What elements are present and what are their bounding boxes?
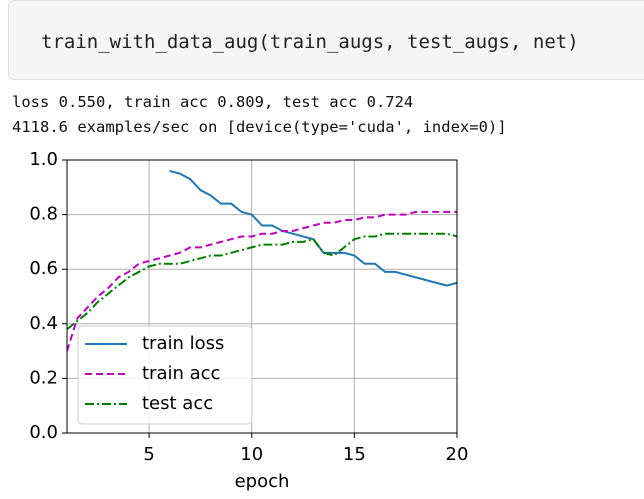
legend-label: test acc bbox=[142, 393, 213, 414]
x-axis-label: epoch bbox=[235, 471, 290, 492]
y-tick-label: 0.8 bbox=[29, 204, 58, 225]
output-line: 4118.6 examples/sec on [device(type='cud… bbox=[12, 118, 507, 136]
line-series bbox=[169, 169, 457, 287]
legend-label: train acc bbox=[142, 363, 220, 384]
y-tick-label: 0.4 bbox=[29, 313, 58, 334]
x-tick-label: 20 bbox=[446, 444, 469, 465]
y-tick-label: 0.2 bbox=[29, 367, 58, 388]
line-series bbox=[67, 232, 457, 331]
y-tick-label: 1.0 bbox=[29, 149, 58, 170]
legend-label: train loss bbox=[142, 333, 224, 354]
y-tick-label: 0.0 bbox=[29, 422, 58, 443]
code-cell[interactable]: train_with_data_aug(train_augs, test_aug… bbox=[8, 0, 644, 80]
x-tick-label: 15 bbox=[343, 444, 366, 465]
y-tick-label: 0.6 bbox=[29, 258, 58, 279]
x-tick-label: 5 bbox=[143, 444, 154, 465]
output-line: loss 0.550, train acc 0.809, test acc 0.… bbox=[12, 93, 414, 111]
legend-box bbox=[77, 325, 253, 425]
line-series bbox=[67, 210, 457, 352]
x-tick-label: 10 bbox=[240, 444, 263, 465]
plot-frame bbox=[66, 159, 458, 434]
code-text: train_with_data_aug(train_augs, test_aug… bbox=[41, 31, 579, 53]
